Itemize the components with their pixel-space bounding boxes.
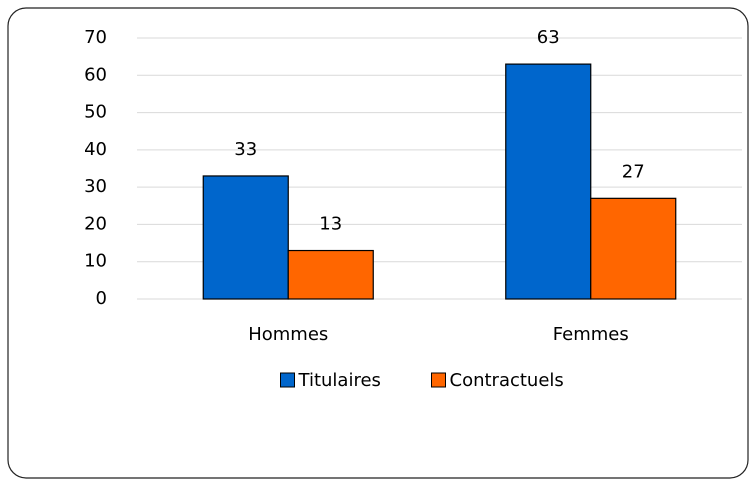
legend-label: Contractuels: [450, 370, 564, 391]
data-label: 13: [319, 214, 342, 235]
x-tick-label: Femmes: [553, 324, 629, 345]
y-tick-label: 70: [84, 27, 107, 48]
x-tick-label: Hommes: [248, 324, 328, 345]
y-tick-label: 10: [84, 251, 107, 272]
y-tick-label: 60: [84, 64, 107, 85]
bar: [505, 63, 592, 300]
legend-label: Titulaires: [298, 370, 381, 391]
legend-swatch: [431, 372, 446, 388]
data-label: 33: [234, 139, 257, 160]
y-tick-label: 0: [96, 288, 107, 309]
y-tick-label: 20: [84, 213, 107, 234]
bar: [590, 197, 677, 300]
y-tick-label: 40: [84, 139, 107, 160]
bar: [202, 175, 289, 300]
data-label: 63: [537, 27, 560, 48]
data-label: 27: [622, 161, 645, 182]
bar: [287, 249, 374, 300]
legend-swatch: [280, 372, 295, 388]
y-tick-label: 30: [84, 176, 107, 197]
y-tick-label: 50: [84, 102, 107, 123]
